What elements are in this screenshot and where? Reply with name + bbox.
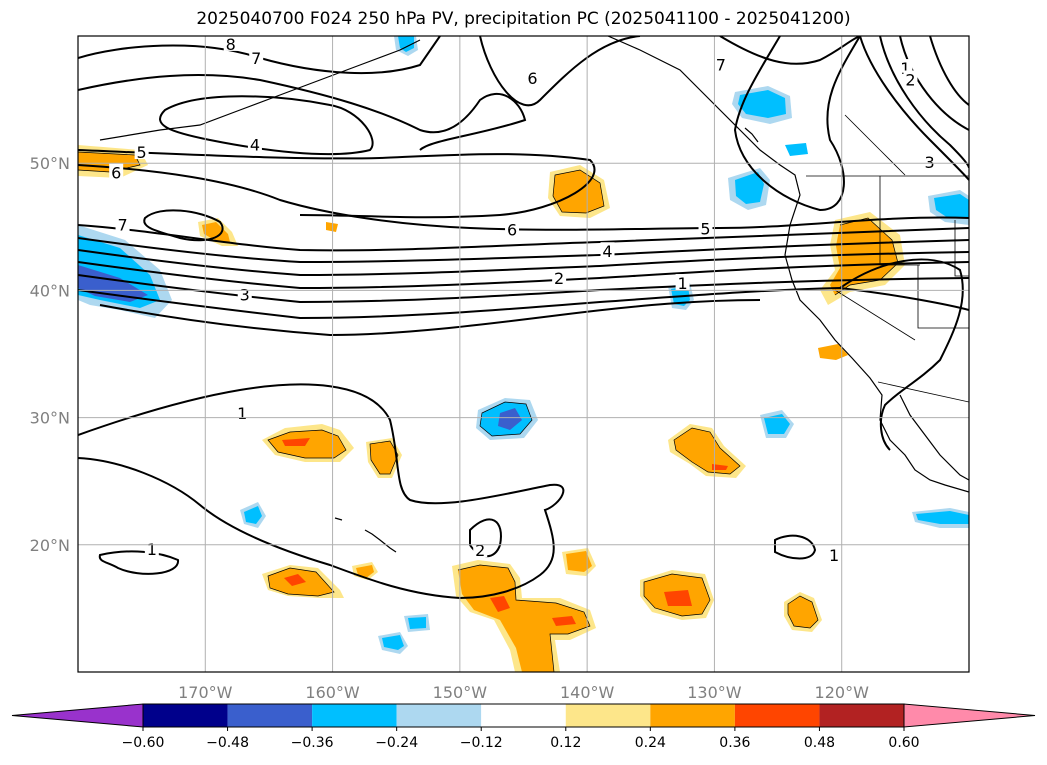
contour-label: 3 [240, 285, 250, 304]
contour-label: 1 [237, 404, 247, 423]
contour-label-bg [600, 242, 615, 259]
contour-label: 6 [111, 163, 121, 182]
longitude-labels: 170°W 160°W 150°W 140°W 130°W 120°W [178, 683, 869, 702]
contour-label: 7 [251, 49, 261, 68]
contour-label-bg [134, 143, 149, 160]
colorbar-segment [481, 704, 566, 727]
contour-label-bg [115, 215, 130, 232]
colorbar: −0.60 −0.48 −0.36 −0.24 −0.12 0.12 0.24 0.36 0.4… [11, 703, 1036, 751]
contour-label-bg [109, 163, 124, 180]
contour-label: 7 [716, 55, 726, 74]
contour-label-bg [223, 36, 238, 51]
map-frame [77, 35, 970, 673]
contour-label-bg [827, 546, 842, 563]
contour-label: 1 [900, 59, 910, 78]
lon-label: 160°W [305, 683, 360, 702]
latitude-labels: 50°N 40°N 30°N 20°N [30, 154, 70, 555]
contour-label-bg [713, 55, 728, 72]
colorbar-tick-label: −0.24 [375, 735, 418, 751]
contour-label-bg [698, 219, 713, 236]
colorbar-tick-label: 0.24 [635, 735, 666, 751]
colorbar-segment [650, 704, 735, 727]
colorbar-segment [565, 704, 651, 727]
contour-label: 5 [700, 219, 710, 238]
colorbar-tick-label: 0.12 [550, 735, 581, 751]
colorbar-segment [819, 704, 904, 727]
colorbar-tick-label: −0.12 [460, 735, 503, 751]
lat-label: 30°N [30, 409, 70, 428]
lon-label: 130°W [687, 683, 742, 702]
contour-label: 8 [226, 35, 236, 54]
contour-label: 6 [527, 69, 537, 88]
lon-label: 150°W [433, 683, 488, 702]
contour-label: 2 [905, 71, 915, 90]
contour-label-bg [237, 285, 252, 302]
contour-label: 2 [554, 269, 564, 288]
contour-label-bg [505, 220, 520, 237]
colorbar-tick-label: 0.60 [888, 735, 919, 751]
contour-label: 4 [602, 242, 612, 261]
contour-label-bg [922, 153, 937, 170]
contour-label-bg [903, 70, 918, 87]
lon-label: 170°W [178, 683, 233, 702]
colorbar-tick-label: −0.60 [122, 735, 165, 751]
colorbar-tick-label: −0.36 [291, 735, 334, 751]
contour-label-bg [675, 274, 690, 291]
colorbar-segment [312, 704, 397, 727]
colorbar-tick-label: 0.36 [719, 735, 750, 751]
contour-label: 6 [507, 221, 517, 240]
colorbar-frame [142, 703, 905, 728]
colorbar-segment [396, 704, 482, 727]
contour-label: 5 [137, 143, 147, 162]
lon-label: 140°W [560, 683, 615, 702]
lat-label: 50°N [30, 154, 70, 173]
contour-label: 1 [829, 546, 839, 565]
colorbar-segment [143, 704, 228, 727]
map-title: 2025040700 F024 250 hPa PV, precipitatio… [196, 9, 851, 29]
colorbar-extend-low [11, 703, 144, 728]
pv-contours [78, 36, 969, 600]
contour-label: 4 [250, 135, 260, 154]
contour-label: 2 [475, 541, 485, 560]
colorbar-segment [227, 704, 313, 727]
graticule [78, 36, 969, 672]
contour-label-bg [235, 403, 250, 420]
contour-label: 7 [117, 216, 127, 235]
contour-label-bg [247, 135, 262, 152]
colorbar-extend-high [903, 703, 1036, 728]
contour-label-bg [144, 539, 159, 556]
lat-label: 40°N [30, 281, 70, 300]
contour-label-bg [525, 69, 540, 86]
contour-label: 1 [147, 540, 157, 559]
contour-label: 1 [678, 274, 688, 293]
colorbar-segment [734, 704, 820, 727]
lon-label: 120°W [815, 683, 870, 702]
lat-label: 20°N [30, 536, 70, 555]
colorbar-tick-label: 0.48 [804, 735, 835, 751]
colorbar-tick-label: −0.48 [206, 735, 249, 751]
contour-label-bg [249, 48, 264, 65]
contour-label-bg [552, 268, 567, 285]
